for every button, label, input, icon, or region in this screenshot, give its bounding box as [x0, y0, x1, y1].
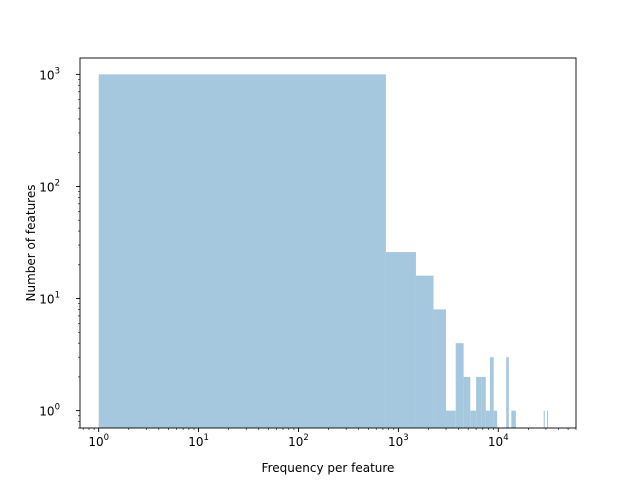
x-axis-title: Frequency per feature [262, 461, 395, 475]
histogram-bar [470, 410, 477, 428]
histogram-bar [476, 376, 482, 428]
y-tick-label: 101 [39, 291, 60, 307]
x-tick-label: 102 [288, 433, 309, 449]
histogram-bar [433, 309, 447, 428]
plot-frame [79, 57, 577, 429]
y-tick-label: 103 [39, 66, 60, 82]
x-tick-label: 103 [388, 433, 409, 449]
y-tick-label: 100 [39, 403, 60, 419]
histogram-bar [485, 410, 490, 428]
x-tick-label: 100 [88, 433, 109, 449]
histogram-bar [543, 410, 545, 428]
y-axis-title: Number of features [24, 185, 38, 302]
histogram-bar [463, 376, 471, 428]
histogram-bar [493, 410, 498, 428]
histogram-bar [506, 357, 509, 428]
x-tick-label: 104 [488, 433, 509, 449]
histogram-bar [547, 410, 549, 428]
histogram-bar [98, 74, 386, 428]
axes-layer: 100 101 102 103 104 100 101 102 103 [39, 57, 577, 449]
histogram-bar [446, 410, 456, 428]
histogram-bar [385, 252, 416, 428]
bars-layer [98, 74, 549, 428]
histogram-bar [481, 376, 486, 428]
histogram-bar [489, 357, 494, 428]
histogram-bar [511, 410, 516, 428]
histogram-bar [455, 343, 464, 428]
x-tick-label: 101 [188, 433, 209, 449]
y-tick-label: 102 [39, 178, 60, 194]
histogram-bar [415, 275, 434, 428]
